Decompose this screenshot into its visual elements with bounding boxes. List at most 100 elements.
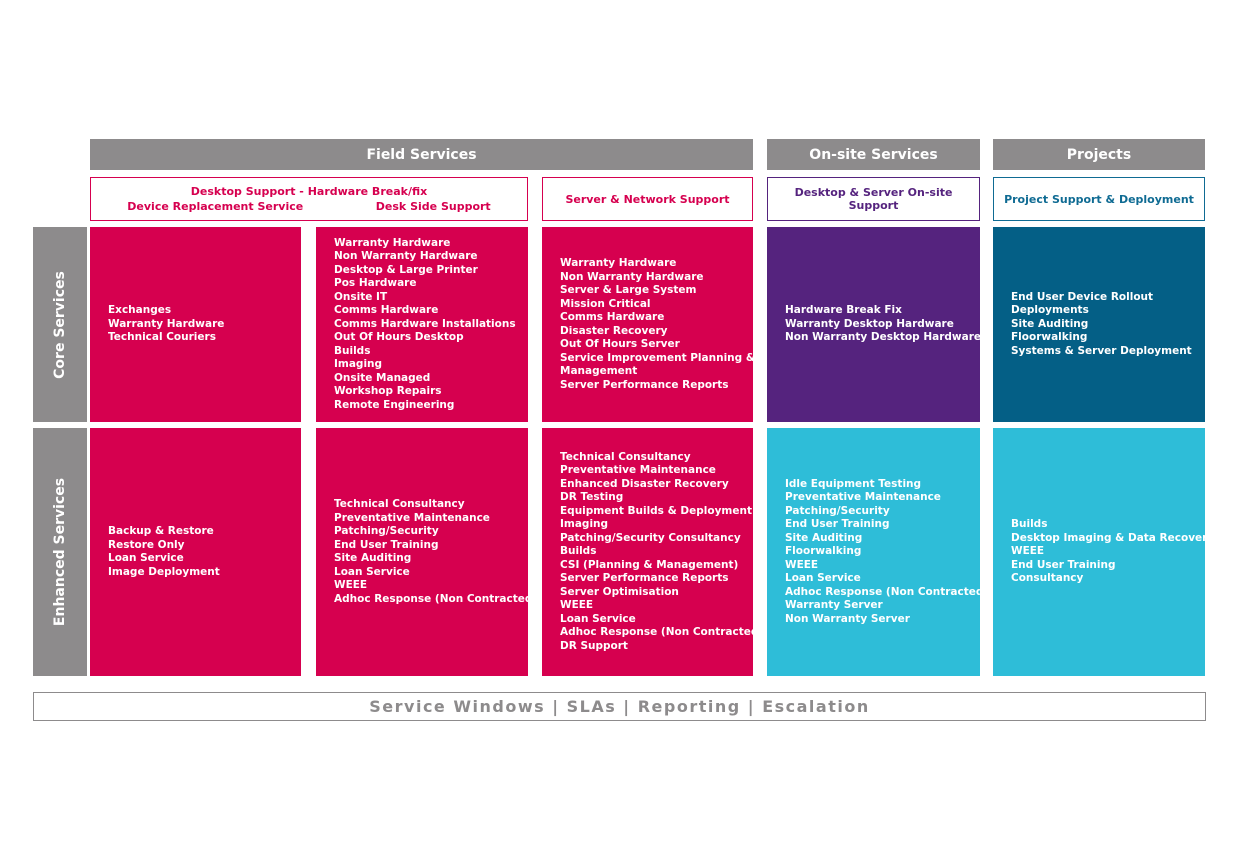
service-item: Patching/Security xyxy=(334,525,439,537)
service-item: Warranty Hardware xyxy=(108,317,225,330)
service-item: Server Performance Reports xyxy=(560,378,729,391)
service-item: Mission Critical xyxy=(560,297,651,310)
enhanced-services-label: Enhanced Services xyxy=(52,477,68,627)
enhanced-server-network-cell: Technical Consultancy Preventative Mainte… xyxy=(542,428,763,676)
service-item: Non Warranty Hardware xyxy=(560,270,704,283)
service-item: Site Auditing xyxy=(785,531,863,544)
service-item: Loan Service xyxy=(560,612,636,625)
service-item: Disaster Recovery xyxy=(560,324,668,337)
desk-side-label: Desk Side Support xyxy=(375,200,491,213)
desktop-support-label: Desktop Support - Hardware Break/fix xyxy=(190,185,428,198)
service-item: Service Improvement Planning & xyxy=(560,351,755,364)
service-item: Equipment Builds & Deployment xyxy=(560,504,752,517)
service-item: Management xyxy=(560,365,638,377)
service-item: Image Deployment xyxy=(108,565,220,578)
service-item: End User Training xyxy=(334,538,439,551)
desktop-server-onsite-subheader: Desktop & Server On-site Support xyxy=(767,177,980,221)
enhanced-device-replacement-cell: Backup & Restore Restore Only Loan Service… xyxy=(90,428,301,676)
service-item: Loan Service xyxy=(108,552,184,564)
service-item: Adhoc Response (Non Contracted) xyxy=(334,592,538,605)
service-item: Exchanges xyxy=(108,304,172,317)
service-item: Technical Consultancy xyxy=(334,498,465,510)
service-item: Out Of Hours Desktop xyxy=(334,331,464,344)
service-item: Non Warranty Hardware xyxy=(334,250,478,263)
service-item: Technical Consultancy xyxy=(560,450,691,463)
enhanced-projects-cell: Builds Desktop Imaging & Data Recovery WEE… xyxy=(993,428,1214,676)
core-device-replacement-cell: Exchanges Warranty Hardware Technical Cour… xyxy=(90,227,301,422)
service-item: WEEE xyxy=(785,558,819,571)
service-item: Backup & Restore xyxy=(108,525,214,537)
service-item: WEEE xyxy=(334,579,368,591)
core-projects-cell: End User Device Rollout Deployments Site A… xyxy=(993,227,1205,422)
core-services-label: Core Services xyxy=(52,270,68,379)
service-footer-bar: Service Windows | SLAs | Reporting | Esc… xyxy=(33,692,1206,721)
enhanced-desk-side-cell: Technical Consultancy Preventative Mainte… xyxy=(316,428,537,676)
service-item: Server & Large System xyxy=(560,284,697,296)
service-item: Adhoc Response (Non Contracted) xyxy=(785,585,989,598)
service-item: Workshop Repairs xyxy=(334,385,442,398)
enhanced-projects-list: Builds Desktop Imaging & Data Recovery WEE… xyxy=(1011,518,1214,586)
service-item: Onsite Managed xyxy=(334,371,431,384)
service-item: Out Of Hours Server xyxy=(560,338,680,350)
core-device-replacement-list: Exchanges Warranty Hardware Technical Cour… xyxy=(108,304,224,345)
service-item: End User Training xyxy=(1011,558,1116,571)
service-item: Floorwalking xyxy=(1011,331,1088,344)
service-item: Warranty Hardware xyxy=(334,236,451,249)
service-item: Comms Hardware Installations xyxy=(334,317,516,330)
project-support-subheader: Project Support & Deployment xyxy=(993,177,1205,221)
service-item: Patching/Security xyxy=(785,504,890,517)
service-item: End User Device Rollout xyxy=(1011,290,1154,303)
service-item: Builds xyxy=(560,545,597,558)
core-onsite-cell: Hardware Break Fix Warranty Desktop Hardw… xyxy=(767,227,981,422)
service-item: Preventative Maintenance xyxy=(785,491,941,504)
service-item: Imaging xyxy=(334,358,383,371)
service-item: DR Testing xyxy=(560,491,624,504)
service-item: Systems & Server Deployment xyxy=(1011,344,1192,357)
service-item: Technical Couriers xyxy=(108,331,216,344)
service-item: Floorwalking xyxy=(785,545,862,558)
service-item: Hardware Break Fix xyxy=(785,304,902,317)
projects-header: Projects xyxy=(993,139,1205,170)
service-item: Remote Engineering xyxy=(334,398,455,411)
onsite-services-header: On-site Services xyxy=(767,139,980,170)
service-item: Non Warranty Desktop Hardware xyxy=(785,331,981,344)
service-item: Preventative Maintenance xyxy=(334,511,490,524)
service-footer-label: Service Windows | SLAs | Reporting | Esc… xyxy=(369,697,870,716)
service-item: Desktop Imaging & Data Recovery xyxy=(1011,531,1215,544)
field-services-label: Field Services xyxy=(366,146,477,163)
service-item: Site Auditing xyxy=(334,552,412,564)
service-item: DR Support xyxy=(560,639,628,652)
server-network-subheader: Server & Network Support xyxy=(542,177,753,221)
service-item: Server Optimisation xyxy=(560,585,679,598)
core-desk-side-cell: Warranty Hardware Non Warranty Hardware De… xyxy=(316,227,528,422)
service-item: Server Performance Reports xyxy=(560,572,729,585)
service-item: Restore Only xyxy=(108,538,185,551)
service-item: Builds xyxy=(334,344,371,357)
service-item: Loan Service xyxy=(334,565,410,578)
service-item: Patching/Security Consultancy xyxy=(560,531,741,544)
service-item: WEEE xyxy=(1011,545,1045,558)
service-item: Adhoc Response (Non Contracted) xyxy=(560,626,764,639)
service-item: Preventative Maintenance xyxy=(560,464,716,477)
device-replacement-label: Device Replacement Service xyxy=(127,200,304,213)
service-item: Warranty Desktop Hardware xyxy=(785,317,954,330)
service-item: Desktop & Large Printer xyxy=(334,263,478,276)
enhanced-device-replacement-list: Backup & Restore Restore Only Loan Service… xyxy=(108,525,220,579)
core-services-row-label: Core Services xyxy=(33,227,87,422)
service-item: Idle Equipment Testing xyxy=(785,477,922,490)
service-item: Pos Hardware xyxy=(334,277,417,290)
enhanced-services-row-label: Enhanced Services xyxy=(33,428,87,676)
service-item: Consultancy xyxy=(1011,572,1084,585)
service-item: WEEE xyxy=(560,599,594,612)
projects-label: Projects xyxy=(1066,146,1132,163)
enhanced-onsite-cell: Idle Equipment Testing Preventative Maint… xyxy=(767,428,988,676)
service-item: Non Warranty Server xyxy=(785,612,910,625)
service-item: Enhanced Disaster Recovery xyxy=(560,477,729,490)
core-desk-side-list: Warranty Hardware Non Warranty Hardware De… xyxy=(334,237,516,413)
service-item: Onsite IT xyxy=(334,290,388,303)
enhanced-desk-side-list: Technical Consultancy Preventative Mainte… xyxy=(334,498,537,606)
server-network-label: Server & Network Support xyxy=(565,192,730,206)
service-item: Warranty Hardware xyxy=(560,257,677,269)
field-services-header: Field Services xyxy=(90,139,753,170)
service-item: Deployments xyxy=(1011,304,1089,317)
